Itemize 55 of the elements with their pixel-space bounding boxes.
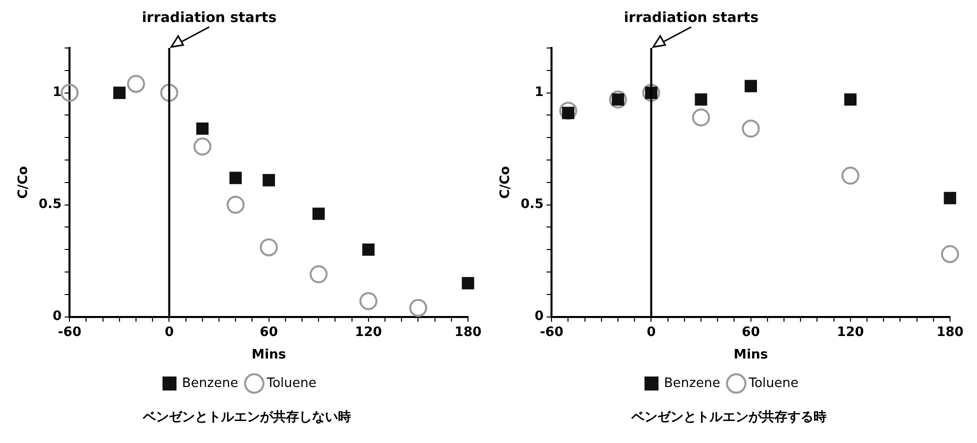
point	[312, 208, 325, 220]
point	[127, 74, 146, 93]
point	[262, 174, 275, 186]
point	[462, 277, 474, 290]
y-tick-label: 0.5	[38, 197, 62, 212]
point	[694, 93, 708, 106]
y-tick-label: 0	[52, 309, 62, 324]
x-axis-title: Mins	[734, 348, 768, 363]
point	[226, 196, 245, 214]
point	[196, 122, 209, 135]
point	[310, 265, 328, 284]
point	[409, 298, 428, 317]
x-tick-label: 60	[260, 324, 278, 340]
point	[160, 84, 178, 102]
x-tick-label: 120	[836, 324, 864, 340]
point	[113, 86, 126, 99]
legend-label: Benzene	[664, 376, 720, 391]
point	[260, 238, 278, 256]
text: ベンゼンとトルエンが共存する時	[630, 409, 828, 426]
legend-label: Toluene	[266, 376, 317, 391]
point	[941, 245, 959, 264]
point	[60, 84, 79, 102]
point	[692, 108, 710, 126]
x-tick-label: 0	[646, 324, 656, 340]
point	[944, 192, 956, 204]
point	[229, 172, 242, 184]
x-axis-title: Mins	[252, 348, 286, 363]
point	[359, 292, 378, 310]
point	[642, 84, 660, 102]
x-tick-label: -60	[58, 324, 82, 340]
point	[742, 120, 760, 138]
legend-label: Benzene	[182, 376, 238, 391]
x-tick-label: 120	[354, 324, 382, 340]
x-tick-label: 0	[164, 324, 174, 340]
ref-line-label: irradiation starts	[142, 10, 277, 26]
point	[844, 93, 857, 106]
x-tick-label: -60	[540, 324, 564, 340]
y-tick-label: 1	[534, 85, 544, 100]
text: ベンゼンとトルエンが共存しない時	[142, 409, 352, 426]
x-tick-label: 60	[742, 324, 760, 340]
x-tick-label: 180	[454, 324, 482, 340]
legend-label: Toluene	[748, 376, 799, 391]
y-tick-label: 1	[52, 85, 62, 100]
point	[744, 80, 757, 92]
ref-line-label: irradiation starts	[624, 10, 759, 26]
point	[841, 166, 860, 185]
y-tick-label: 0	[534, 309, 544, 324]
point	[609, 90, 628, 109]
y-axis-title: C/Co	[498, 166, 514, 199]
y-axis-title: C/Co	[16, 166, 32, 199]
point	[362, 243, 375, 256]
point	[193, 138, 212, 156]
point	[559, 102, 578, 120]
x-tick-label: 180	[936, 324, 964, 340]
y-tick-label: 0.5	[520, 197, 544, 212]
